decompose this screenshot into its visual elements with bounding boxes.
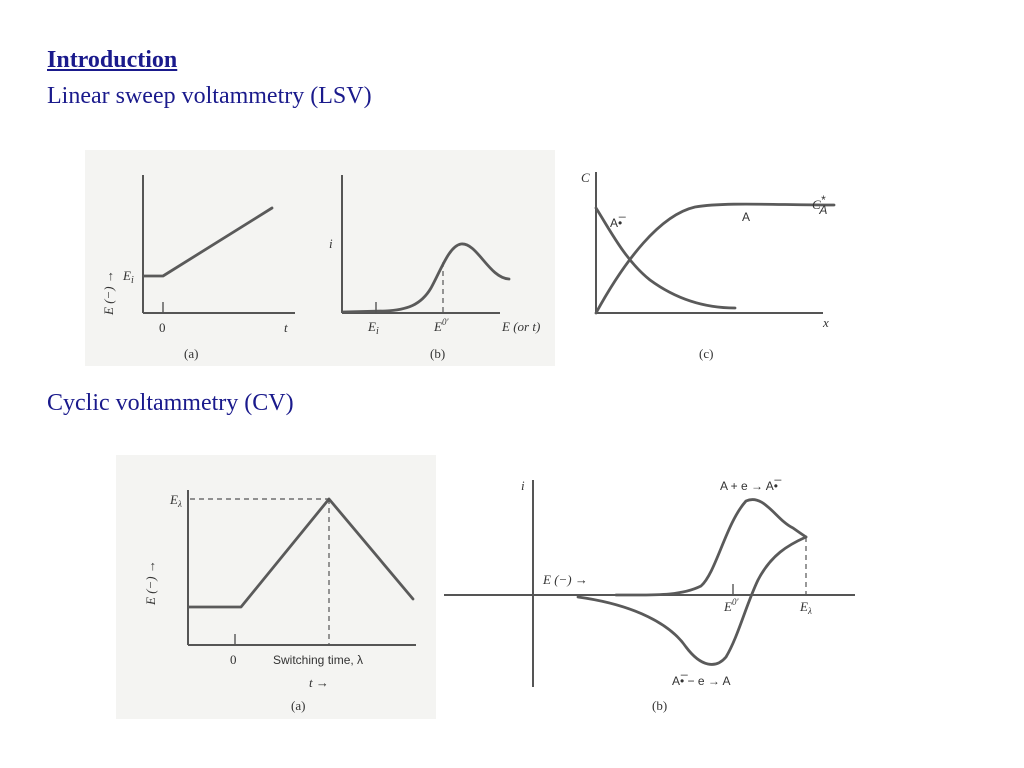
- lsv-a-y-label: E (−) →: [101, 270, 116, 316]
- lsv-b-e0-label: E0′: [433, 317, 449, 334]
- cv-b-caption: (b): [652, 698, 667, 713]
- lsv-a-x-label: t: [284, 320, 288, 335]
- lsv-b-caption: (b): [430, 346, 445, 361]
- lsv-a-potential-ramp: [142, 206, 274, 278]
- cv-figure: E (−) → Eλ 0 Switching time, λ t → (a) i…: [116, 455, 855, 719]
- cv-b-e-arrow-label: E (−) →: [542, 572, 588, 587]
- lsv-c-y-label: C: [581, 170, 590, 185]
- cv-a-elambda-label: Eλ: [169, 492, 182, 509]
- cv-panel-b: i E (−) → E0′ Eλ A + e → A•̅ A•̅ − e → A…: [444, 478, 855, 713]
- cv-b-oxidation-label: A•̅ − e → A: [672, 674, 731, 688]
- lsv-b-ei-label: Ei: [367, 319, 379, 337]
- lsv-panel-c: C x A A•̅ C* A (c): [581, 170, 836, 361]
- slide-title: Introduction: [47, 47, 178, 73]
- lsv-c-caption: (c): [699, 346, 713, 361]
- cv-b-forward-scan: [614, 498, 808, 597]
- lsv-c-curve-A: [594, 202, 836, 315]
- cv-b-reduction-label: A + e → A•̅: [720, 479, 782, 493]
- cv-b-reverse-scan: [576, 535, 808, 666]
- cv-scan-background: [116, 455, 436, 719]
- cv-a-caption: (a): [291, 698, 305, 713]
- lsv-c-cstar-label: C* A: [812, 193, 827, 217]
- cv-b-y-label: i: [521, 478, 525, 493]
- lsv-figure: E (−) → Ei 0 t (a) i Ei E0′ E (or t) (b)…: [85, 150, 836, 366]
- lsv-a-zero-label: 0: [159, 320, 166, 335]
- lsv-b-current-peak: [341, 242, 511, 314]
- lsv-panel-a: E (−) → Ei 0 t (a): [101, 175, 295, 361]
- lsv-b-x-label: E (or t): [501, 319, 540, 334]
- lsv-a-ei-label: Ei: [122, 268, 134, 286]
- cv-a-zero-label: 0: [230, 652, 237, 667]
- cv-a-switching-label: Switching time, λ: [273, 653, 363, 667]
- lsv-panel-b: i Ei E0′ E (or t) (b): [329, 175, 540, 361]
- cv-b-elambda-label: Eλ: [799, 599, 812, 616]
- cv-panel-a: E (−) → Eλ 0 Switching time, λ t → (a): [143, 490, 416, 713]
- lsv-c-x-label: x: [822, 315, 829, 330]
- lsv-c-A-radical-label: A•̅: [610, 216, 626, 230]
- lsv-scan-background: [85, 150, 555, 366]
- lsv-c-A-label: A: [742, 210, 750, 224]
- cv-heading: Cyclic voltammetry (CV): [47, 390, 294, 416]
- lsv-a-caption: (a): [184, 346, 198, 361]
- cv-a-y-label: E (−) →: [143, 560, 158, 606]
- lsv-heading: Linear sweep voltammetry (LSV): [47, 83, 372, 109]
- cv-a-t-label: t →: [309, 675, 329, 690]
- cv-a-triangle-waveform: [187, 497, 415, 609]
- lsv-b-y-label: i: [329, 236, 333, 251]
- lsv-c-curve-A-radical: [594, 206, 737, 310]
- cv-b-e0-label: E0′: [723, 597, 739, 614]
